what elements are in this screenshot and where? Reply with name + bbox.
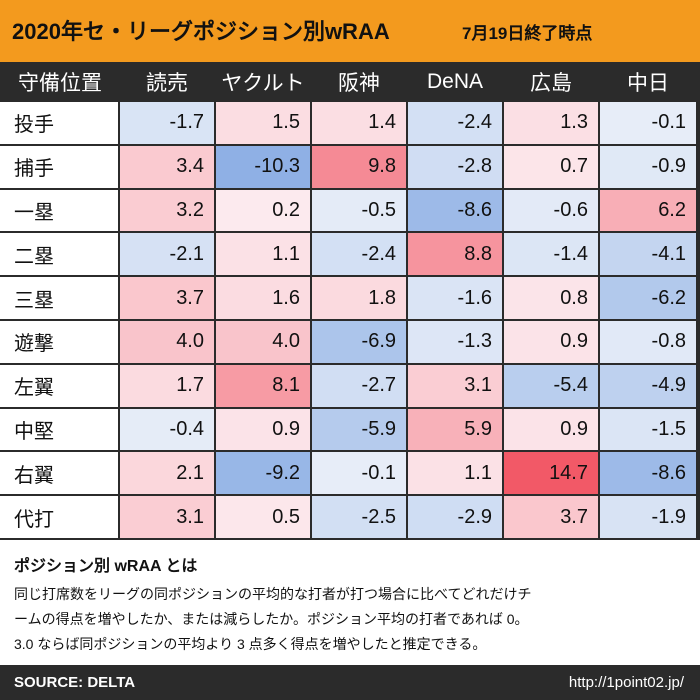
data-cell: -8.6 [408,189,502,232]
data-cell: 1.5 [216,102,310,144]
notes-panel: ポジション別 wRAA とは 同じ打席数をリーグの同ポジションの平均的な打者が打… [0,540,700,665]
data-cell: 0.9 [216,408,310,451]
data-cell: -0.5 [312,189,406,232]
data-cell: -6.2 [600,277,696,319]
data-cell: -0.6 [504,189,598,232]
data-cell: 1.3 [504,102,598,144]
row-header: 二塁 [0,233,118,276]
data-cell: -5.4 [504,364,598,407]
data-cell: -1.9 [600,496,696,538]
source-url[interactable]: http://1point02.jp/ [568,674,684,691]
data-cell: -0.9 [600,145,696,188]
notes-line: 同じ打席数をリーグの同ポジションの平均的な打者が打つ場合に比べてどれだけチ [14,586,532,602]
notes-line: ームの得点を増やしたか、または減らしたか。ポジション平均の打者であれば 0。 [14,611,529,627]
data-cell: 1.7 [120,364,214,407]
row-header: 左翼 [0,364,118,407]
data-cell: -4.9 [600,364,696,407]
column-header: 中日 [600,62,696,102]
data-cell: -2.8 [408,145,502,188]
data-cell: -6.9 [312,321,406,363]
data-cell: -1.5 [600,408,696,451]
column-header: DeNA [408,62,502,102]
data-cell: -0.8 [600,321,696,363]
data-cell: -0.4 [120,408,214,451]
data-cell: 0.9 [504,321,598,363]
data-cell: 1.8 [312,277,406,319]
data-cell: -4.1 [600,233,696,276]
data-cell: 0.8 [504,277,598,319]
footer-bar: SOURCE: DELTA http://1point02.jp/ [0,665,700,700]
corner-header: 守備位置 [0,62,120,102]
data-cell: -2.4 [312,233,406,276]
notes-title: ポジション別 wRAA とは [14,558,198,575]
data-cell: 0.9 [504,408,598,451]
data-cell: -2.1 [120,233,214,276]
data-cell: 1.6 [216,277,310,319]
title-bar: 2020年セ・リーグポジション別wRAA 7月19日終了時点 [0,0,700,62]
data-cell: 6.2 [600,189,696,232]
data-cell: -10.3 [216,145,310,188]
data-cell: 1.4 [312,102,406,144]
notes-line: 3.0 ならば同ポジションの平均より 3 点多く得点を増やしたと推定できる。 [14,636,487,652]
row-header: 中堅 [0,408,118,451]
data-cell: 3.1 [120,496,214,538]
data-cell: -0.1 [600,102,696,144]
data-cell: -2.9 [408,496,502,538]
row-header: 三塁 [0,277,118,319]
data-cell: 9.8 [312,145,406,188]
row-header: 捕手 [0,145,118,188]
data-cell: -1.6 [408,277,502,319]
data-cell: 8.1 [216,364,310,407]
row-header: 投手 [0,102,118,144]
data-cell: 3.7 [504,496,598,538]
column-header: ヤクルト [216,62,310,102]
data-cell: 3.7 [120,277,214,319]
data-cell: -1.7 [120,102,214,144]
data-cell: -5.9 [312,408,406,451]
source-label: SOURCE: DELTA [14,674,136,691]
data-cell: 3.2 [120,189,214,232]
data-cell: 0.5 [216,496,310,538]
data-cell: -1.4 [504,233,598,276]
data-cell: 3.4 [120,145,214,188]
data-cell: 3.1 [408,364,502,407]
data-cell: 4.0 [216,321,310,363]
data-cell: 5.9 [408,408,502,451]
data-cell: -8.6 [600,452,696,495]
column-header: 広島 [504,62,598,102]
chart-date: 7月19日終了時点 [462,24,593,43]
data-cell: -1.3 [408,321,502,363]
row-header: 遊撃 [0,321,118,363]
data-cell: 1.1 [216,233,310,276]
data-cell: -2.4 [408,102,502,144]
wraa-table: 守備位置 読売 ヤクルト 阪神 DeNA 広島 中日 投手 -1.7 1.5 1.4 -2.4 1.3-… [0,62,700,540]
data-cell: 0.2 [216,189,310,232]
data-cell: 4.0 [120,321,214,363]
chart-title: 2020年セ・リーグポジション別wRAA [12,19,390,44]
data-cell: 8.8 [408,233,502,276]
data-cell: 0.7 [504,145,598,188]
data-cell: -9.2 [216,452,310,495]
data-cell: -0.1 [312,452,406,495]
data-cell: 14.7 [504,452,598,495]
row-header: 代打 [0,496,118,538]
column-header: 読売 [120,62,214,102]
row-header: 一塁 [0,189,118,232]
column-header: 阪神 [312,62,406,102]
data-cell: -2.7 [312,364,406,407]
data-cell: -2.5 [312,496,406,538]
data-cell: 2.1 [120,452,214,495]
data-cell: 1.1 [408,452,502,495]
row-header: 右翼 [0,452,118,495]
